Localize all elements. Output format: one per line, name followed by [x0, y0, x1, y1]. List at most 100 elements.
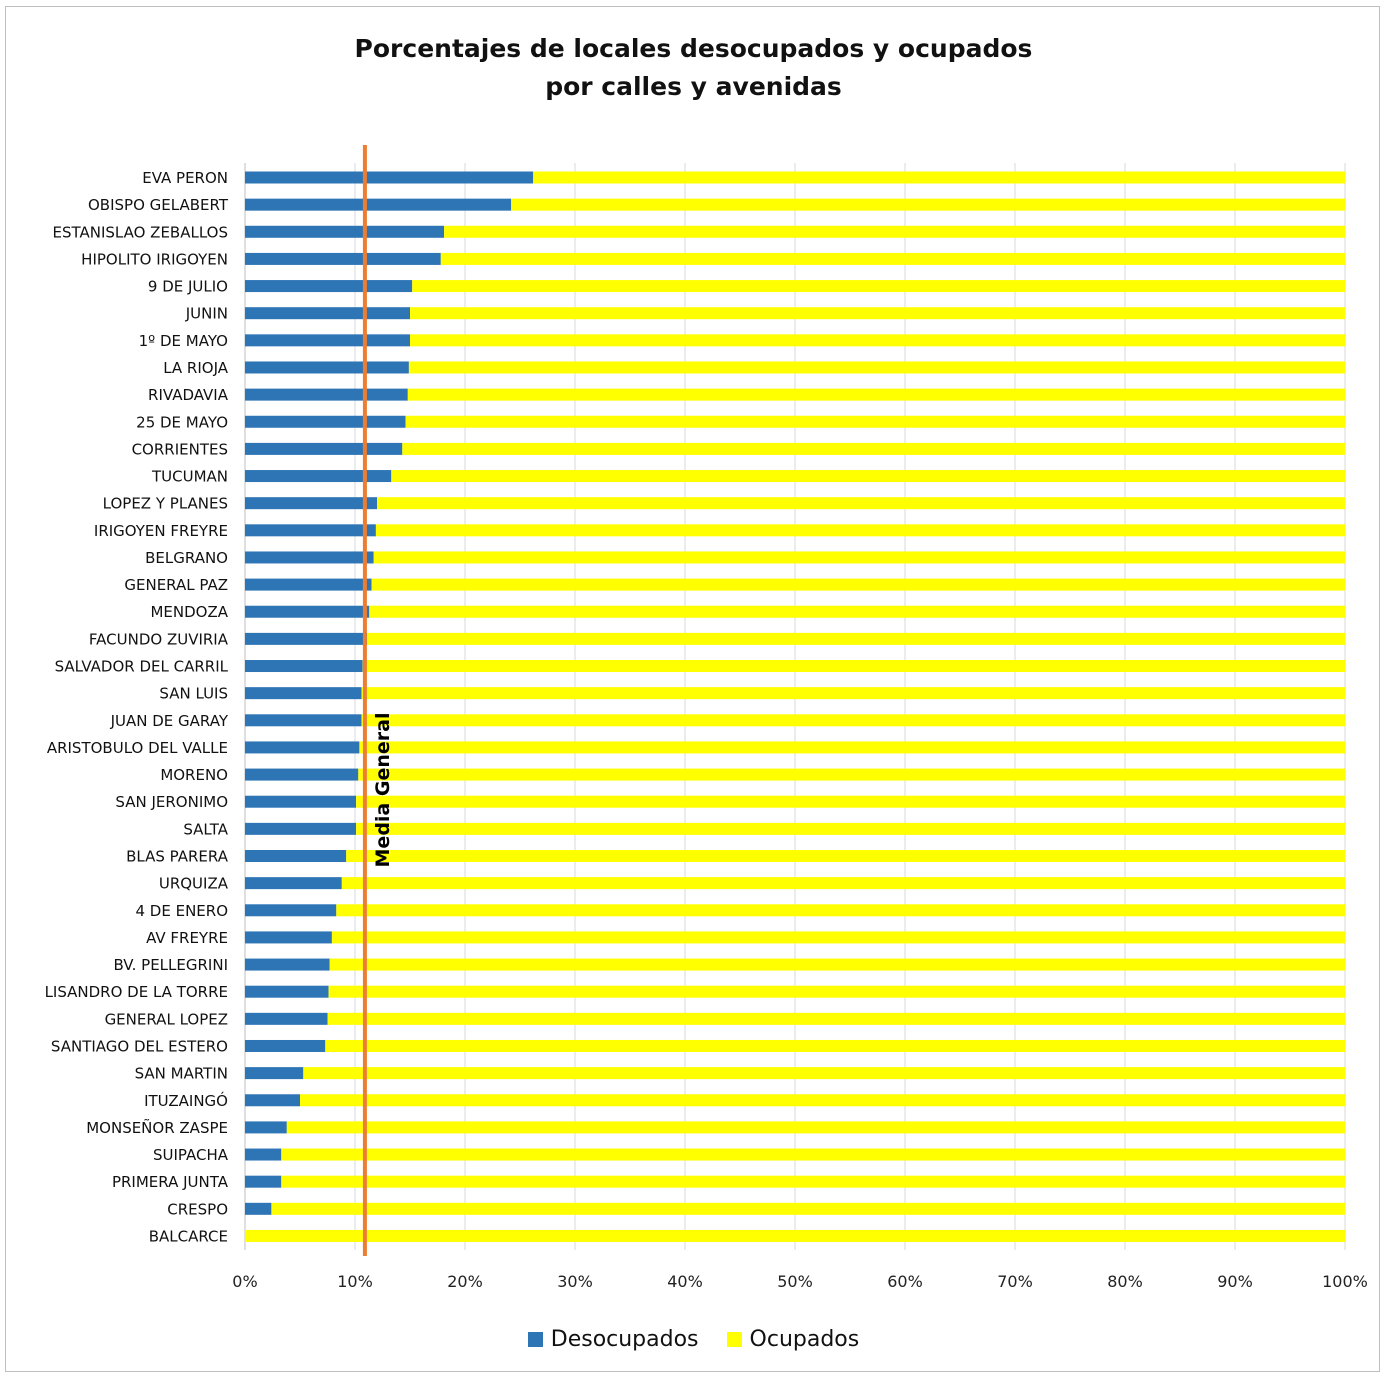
bar-desocupados: [245, 714, 362, 727]
category-label: BLAS PARERA: [126, 848, 229, 866]
bar-desocupados: [245, 361, 409, 374]
bar-ocupados: [328, 985, 1346, 998]
category-label: SAN LUIS: [159, 685, 228, 703]
bar-ocupados: [325, 1039, 1345, 1052]
x-tick-label: 90%: [1217, 1272, 1253, 1291]
bar-desocupados: [245, 822, 357, 835]
category-label: LISANDRO DE LA TORRE: [45, 983, 228, 1001]
category-label: JUNIN: [185, 305, 228, 323]
x-tick-label: 80%: [1107, 1272, 1143, 1291]
bar-ocupados: [331, 931, 1345, 944]
category-label: CRESPO: [167, 1200, 228, 1218]
bar-ocupados: [373, 551, 1345, 564]
category-label: 1º DE MAYO: [139, 332, 228, 350]
bar-ocupados: [412, 280, 1345, 293]
category-label: 25 DE MAYO: [136, 413, 228, 431]
bar-desocupados: [245, 850, 347, 862]
bar-ocupados: [410, 334, 1345, 347]
reference-line-group: Media General: [362, 145, 394, 1256]
bar-desocupados: [245, 1202, 272, 1215]
bar-desocupados: [245, 768, 359, 781]
bar-desocupados: [245, 687, 362, 700]
x-tick-label: 50%: [777, 1272, 813, 1291]
x-tick-label: 60%: [887, 1272, 923, 1291]
bar-desocupados: [245, 307, 410, 320]
bar-ocupados: [271, 1202, 1345, 1215]
bar-ocupados: [371, 578, 1345, 591]
bar-desocupados: [245, 225, 445, 238]
legend-label-ocupados: Ocupados: [749, 1327, 860, 1352]
category-label: JUAN DE GARAY: [110, 712, 229, 730]
category-label: IRIGOYEN FREYRE: [94, 522, 228, 540]
bar-ocupados: [346, 850, 1345, 862]
x-tick-label: 100%: [1322, 1272, 1368, 1291]
chart-title-line-1: Porcentajes de locales desocupados y ocu…: [354, 34, 1033, 63]
bar-desocupados: [245, 1067, 304, 1080]
bar-desocupados: [245, 1148, 282, 1161]
bar-desocupados: [245, 1039, 326, 1052]
bar-ocupados: [444, 225, 1346, 238]
category-label: SUIPACHA: [153, 1146, 229, 1164]
bar-desocupados: [245, 171, 534, 184]
bar-ocupados: [369, 605, 1345, 618]
bar-desocupados: [245, 1094, 300, 1107]
bar-desocupados: [245, 334, 410, 347]
category-label: RIVADAVIA: [148, 386, 229, 404]
bar-ocupados: [286, 1121, 1345, 1134]
reference-line-label: Media General: [372, 713, 394, 868]
legend-item-ocupados: Ocupados: [726, 1327, 860, 1352]
bar-ocupados: [533, 171, 1345, 184]
category-label: MONSEÑOR ZASPE: [86, 1118, 228, 1137]
category-label: ESTANISLAO ZEBALLOS: [52, 223, 228, 241]
bar-ocupados: [405, 415, 1346, 428]
bar-ocupados: [408, 361, 1345, 374]
bar-ocupados: [402, 442, 1345, 455]
bar-desocupados: [245, 741, 360, 754]
bar-ocupados: [356, 795, 1346, 808]
bar-ocupados: [377, 497, 1345, 510]
bar-ocupados: [511, 198, 1345, 211]
bar-ocupados: [327, 1012, 1345, 1025]
legend-swatch-ocupados: [726, 1332, 742, 1347]
category-label: OBISPO GELABERT: [88, 196, 229, 214]
bar-ocupados: [281, 1175, 1345, 1188]
bar-desocupados: [245, 442, 403, 455]
bar-ocupados: [329, 958, 1345, 971]
bar-desocupados: [245, 280, 413, 293]
category-label: SALVADOR DEL CARRIL: [55, 658, 229, 676]
category-label: CORRIENTES: [132, 440, 228, 458]
bar-desocupados: [245, 415, 406, 428]
category-label: SAN JERONIMO: [115, 793, 228, 811]
bar-desocupados: [245, 660, 363, 673]
bar-desocupados: [245, 551, 374, 564]
x-tick-label: 40%: [667, 1272, 703, 1291]
bar-ocupados: [336, 904, 1345, 917]
x-tick-label: 20%: [447, 1272, 483, 1291]
category-label: AV FREYRE: [146, 929, 228, 947]
category-label: MENDOZA: [150, 603, 228, 621]
bar-desocupados: [245, 877, 342, 890]
bars: [245, 171, 1346, 1242]
bar-ocupados: [341, 877, 1345, 890]
bar-desocupados: [245, 985, 329, 998]
category-label: FACUNDO ZUVIRIA: [89, 630, 229, 648]
category-label: ITUZAINGÓ: [144, 1091, 228, 1110]
category-label: LA RIOJA: [163, 359, 229, 377]
category-label: BV. PELLEGRINI: [113, 956, 228, 974]
category-label: TUCUMAN: [151, 468, 228, 486]
category-label: URQUIZA: [159, 875, 229, 893]
grid-lines: [244, 163, 1346, 1250]
category-label: SALTA: [183, 820, 228, 838]
bar-desocupados: [245, 931, 332, 944]
bar-ocupados: [358, 768, 1345, 781]
bar-ocupados: [361, 687, 1346, 700]
bar-desocupados: [245, 252, 441, 265]
category-label: BALCARCE: [149, 1227, 228, 1245]
x-tick-label: 30%: [557, 1272, 593, 1291]
category-label: HIPOLITO IRIGOYEN: [81, 250, 228, 268]
bar-desocupados: [245, 524, 376, 537]
category-label: LOPEZ Y PLANES: [103, 495, 228, 513]
x-tick-label: 10%: [337, 1272, 373, 1291]
bar-desocupados: [245, 470, 392, 483]
